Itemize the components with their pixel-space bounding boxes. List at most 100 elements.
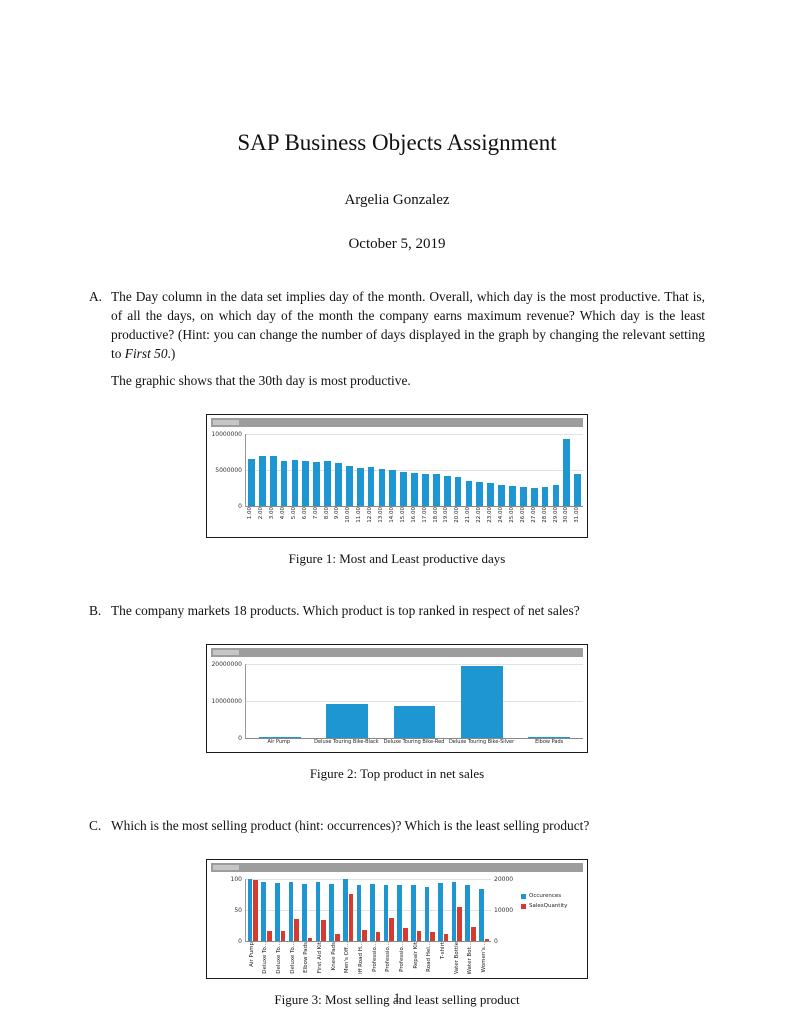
x-label: 24.00 [496, 507, 507, 533]
bar [370, 884, 375, 942]
legend-label: Occurences [529, 893, 562, 900]
x-axis-labels: 1.00 2.00 3.00 4.00 5.00 6.00 7.00 8.00 9.00 10.0… [245, 507, 583, 533]
question-text-a-italic: First 50 [124, 346, 168, 362]
x-label: 22.00 [474, 507, 485, 533]
bar-group [518, 487, 529, 507]
bar-group [420, 474, 431, 507]
bar-group [464, 885, 478, 942]
bar-group [382, 885, 396, 942]
bar [313, 461, 321, 507]
bar-group [300, 883, 314, 942]
bar-group [268, 456, 279, 507]
bar [315, 882, 321, 942]
bar-group [423, 886, 437, 942]
figure-3: 0 50 100 Air Pump Deluxe To... Deluxe To... De… [0, 859, 794, 1008]
x-label: First Aid Kit [313, 942, 327, 974]
x-label: 15.00 [398, 507, 409, 533]
bar-group [381, 706, 448, 739]
x-label-text: 13.00 [378, 507, 385, 523]
bar-group [257, 455, 268, 507]
y-tick-label: 5000000 [215, 466, 242, 474]
bar [422, 474, 429, 507]
x-label-text: 12.00 [367, 507, 374, 523]
bar [397, 884, 402, 942]
figure-3-caption: Figure 3: Most selling and least selling… [274, 992, 520, 1008]
x-label: 16.00 [409, 507, 420, 533]
bar-group [448, 665, 515, 739]
bar [498, 484, 505, 507]
x-label: 7.00 [310, 507, 321, 533]
x-label: 17.00 [420, 507, 431, 533]
x-label-text: 9.00 [334, 507, 341, 520]
bar-group [368, 884, 382, 942]
bar-group [464, 480, 475, 507]
bar-group [279, 460, 290, 507]
bar [541, 486, 549, 507]
bar [258, 455, 266, 507]
x-label-text: T-shirt [439, 942, 446, 960]
plot-area-wrap: Air Pump Deluxe To... Deluxe To... Deluxe T… [245, 879, 491, 974]
bar-group [355, 885, 369, 942]
x-label-text: Elbow Pads [303, 942, 310, 974]
y-tick-label: 10000 [494, 906, 514, 914]
plot-area [245, 664, 583, 740]
bar [424, 886, 430, 942]
chart-title-tab [213, 650, 239, 656]
figure-3-frame: 0 50 100 Air Pump Deluxe To... Deluxe To... De… [206, 859, 588, 980]
bar-group [396, 884, 410, 942]
legend-label: SalesQuantity [529, 903, 568, 910]
figure-2: 0 10000000 20000000 Air Pump Deluxe Touring … [0, 644, 794, 782]
question-label-c: C. [89, 818, 102, 834]
bar [329, 884, 334, 942]
bar-group [246, 737, 313, 739]
x-label-text: Deluxe Touring Bike-Red [383, 739, 445, 746]
y-tick-label: 100 [230, 875, 242, 883]
bar [261, 882, 266, 942]
x-label-text: Air Pump [248, 942, 255, 968]
y-tick-label: 0 [494, 937, 498, 945]
x-label-text: 23.00 [487, 507, 494, 523]
figure-2-caption: Figure 2: Top product in net sales [309, 766, 485, 782]
bar [307, 937, 313, 942]
x-label: 12.00 [365, 507, 376, 533]
x-label-text: 20.00 [454, 507, 461, 523]
x-label-text: 22.00 [476, 507, 483, 523]
bar [438, 882, 443, 942]
bar [528, 737, 571, 739]
bar [484, 938, 490, 942]
bar [367, 467, 375, 507]
bar-group [387, 470, 398, 507]
x-label: Women's... [477, 942, 491, 974]
bar [321, 920, 326, 942]
gridline [246, 910, 491, 912]
bar-group [273, 882, 287, 942]
bars-row [246, 879, 491, 942]
bar-group [311, 461, 322, 507]
x-label-text: 18.00 [432, 507, 439, 523]
bar [403, 928, 408, 942]
chart-top-product: 0 10000000 20000000 Air Pump Deluxe Touring … [211, 648, 583, 748]
y-tick-label: 20000000 [211, 660, 242, 668]
x-label: 2.00 [256, 507, 267, 533]
x-label-text: 8.00 [323, 507, 330, 520]
plot-area [245, 879, 491, 943]
x-label: Water Bot... [464, 942, 478, 974]
bar-group [290, 460, 301, 507]
bar [476, 482, 484, 507]
x-label: Repair Kit [409, 942, 423, 974]
x-label: 10.00 [343, 507, 354, 533]
x-label-text: Deluxe To... [289, 942, 296, 975]
bar-group [437, 882, 451, 942]
bar-group [322, 460, 333, 507]
gridline [246, 701, 583, 703]
chart-title-bar [211, 648, 583, 658]
x-label: T-shirt [436, 942, 450, 974]
chart-title-bar [211, 418, 583, 428]
x-label-text: Men's Off... [344, 942, 351, 974]
bar [416, 930, 422, 942]
bar [326, 704, 368, 739]
x-label-text: Water Bottle [453, 942, 460, 975]
bar [411, 473, 418, 507]
bar-group [529, 488, 540, 507]
